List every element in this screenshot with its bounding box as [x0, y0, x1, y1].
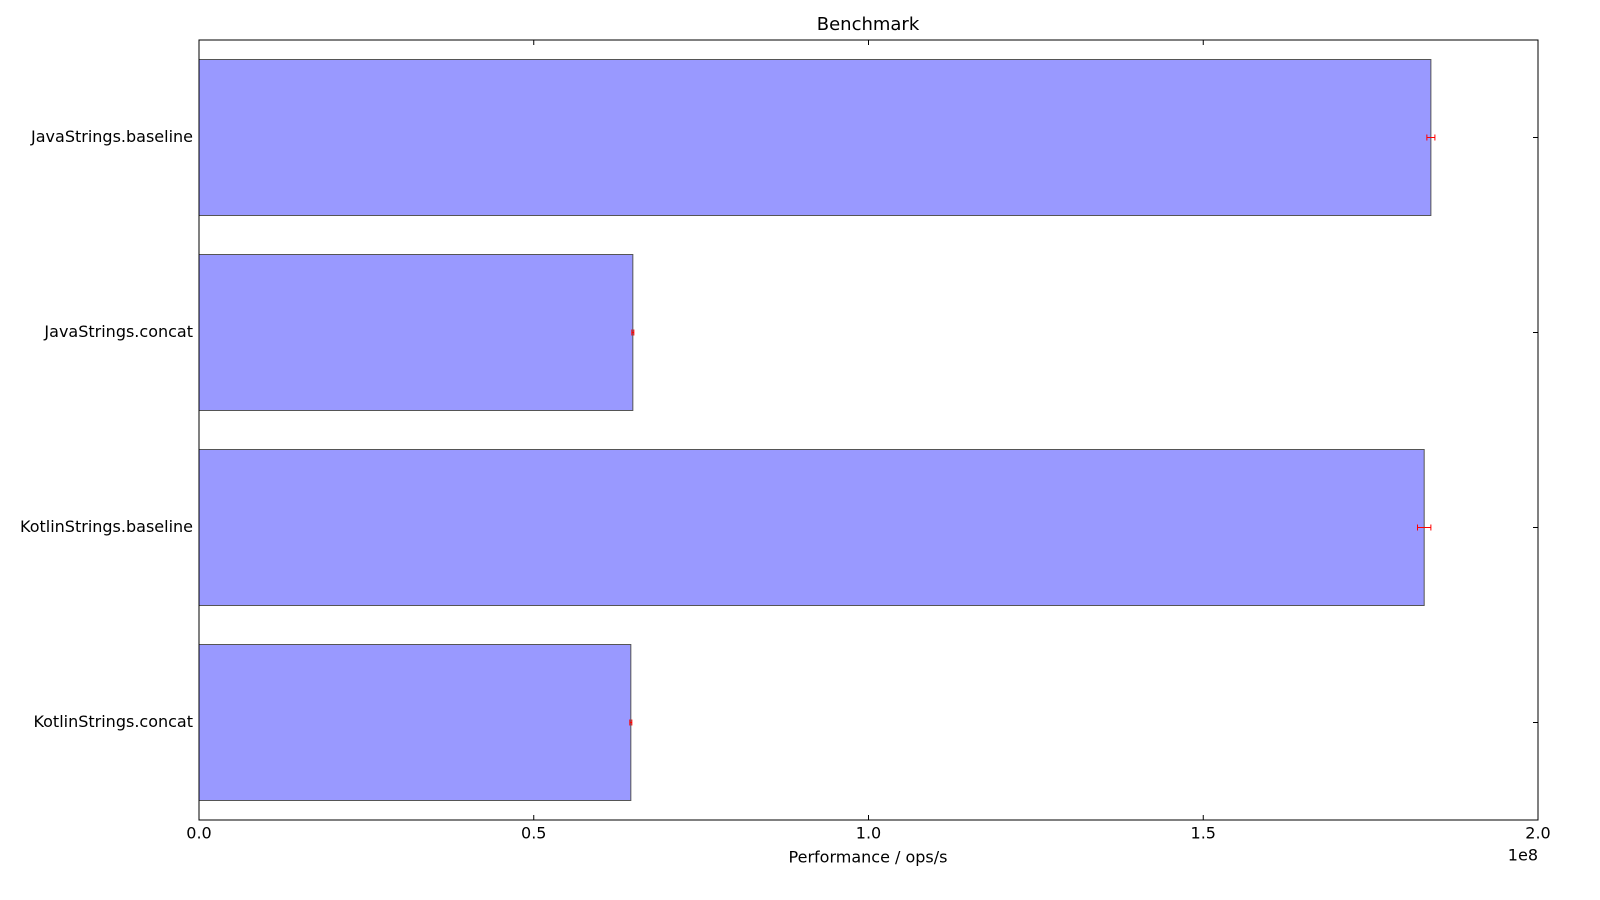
y-tick-label: JavaStrings.concat: [43, 322, 193, 341]
error-bar: [631, 329, 635, 336]
x-offset-label: 1e8: [1508, 846, 1538, 865]
x-tick-label: 1.0: [856, 824, 881, 843]
x-tick-label: 0.0: [186, 824, 211, 843]
y-tick-label: JavaStrings.baseline: [30, 127, 193, 146]
error-bar: [629, 719, 633, 726]
error-bar: [1416, 524, 1432, 531]
bar: [198, 59, 1432, 216]
error-bar: [1426, 134, 1436, 141]
bar: [198, 644, 632, 801]
x-axis-label: Performance / ops/s: [789, 848, 948, 867]
x-tick-label: 2.0: [1525, 824, 1550, 843]
plot-frame: [198, 39, 1539, 821]
y-tick-label: KotlinStrings.concat: [33, 712, 193, 731]
x-tick-label: 1.5: [1191, 824, 1216, 843]
bar: [198, 449, 1425, 606]
y-tick-label: KotlinStrings.baseline: [20, 517, 193, 536]
chart-title: Benchmark: [817, 14, 920, 35]
x-tick-label: 0.5: [521, 824, 546, 843]
bar: [198, 254, 634, 411]
